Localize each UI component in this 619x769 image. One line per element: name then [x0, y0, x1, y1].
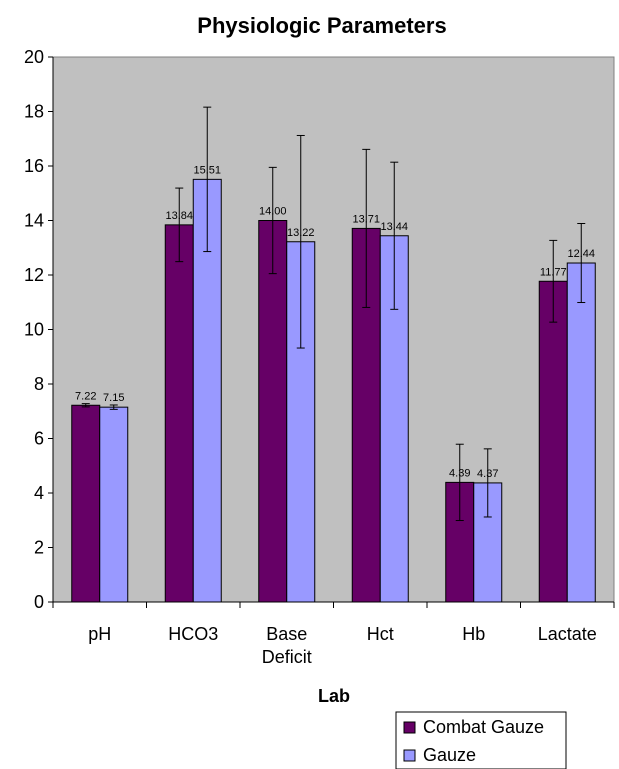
data-label: 14.00 — [259, 206, 287, 218]
y-tick-label: 14 — [24, 211, 44, 231]
bar-gauze — [99, 406, 129, 603]
y-tick-label: 4 — [34, 483, 44, 503]
plot-area — [52, 56, 615, 603]
y-tick-label: 10 — [24, 320, 44, 340]
bar-combat-gauze — [71, 404, 101, 603]
category-labels: pH HCO3 Base Deficit Hct Hb Lactate — [88, 624, 597, 667]
x-category-label: Deficit — [262, 647, 312, 667]
y-tick-label: 6 — [34, 429, 44, 449]
data-label: 7.15 — [103, 392, 124, 404]
data-label: 13.84 — [165, 210, 193, 222]
data-labels: 7.22 13.84 14.00 13.71 4.39 11.77 7.15 15.51 13.… — [75, 164, 595, 480]
bar-combat-gauze — [164, 224, 194, 603]
data-label: 4.39 — [449, 467, 470, 479]
legend-swatch — [403, 749, 416, 762]
x-category-label: Hct — [367, 624, 394, 644]
y-tick-label: 16 — [24, 156, 44, 176]
x-category-label: Lactate — [538, 624, 597, 644]
chart-title: Physiologic Parameters — [197, 13, 446, 38]
data-label: 4.37 — [477, 468, 498, 480]
x-category-label: Base — [266, 624, 307, 644]
legend-swatch — [403, 721, 416, 734]
error-bars — [81, 106, 586, 522]
y-tick-label: 0 — [34, 592, 44, 612]
y-axis: 0 2 4 6 8 10 12 14 16 18 20 — [24, 47, 54, 612]
data-label: 12.44 — [567, 248, 595, 260]
legend-box — [395, 711, 567, 769]
x-category-label: Hb — [462, 624, 485, 644]
y-tick-label: 2 — [34, 538, 44, 558]
data-label: 13.44 — [380, 221, 408, 233]
legend-label: Combat Gauze — [423, 717, 544, 737]
y-tick-label: 12 — [24, 265, 44, 285]
x-axis — [52, 601, 615, 608]
data-label: 7.22 — [75, 390, 96, 402]
x-category-label: pH — [88, 624, 111, 644]
y-tick-label: 8 — [34, 374, 44, 394]
x-axis-title: Lab — [318, 686, 350, 706]
data-label: 13.71 — [352, 213, 380, 225]
y-tick-label: 18 — [24, 102, 44, 122]
data-label: 15.51 — [193, 164, 221, 176]
bar-combat-gauze — [538, 280, 568, 603]
bar-combat-gauze — [258, 220, 288, 603]
data-label: 11.77 — [540, 266, 567, 278]
legend: Combat Gauze Gauze — [395, 711, 567, 769]
bar-gauze — [566, 262, 596, 603]
legend-label: Gauze — [423, 745, 476, 765]
y-tick-label: 20 — [24, 47, 44, 67]
data-label: 13.22 — [287, 227, 315, 239]
x-category-label: HCO3 — [168, 624, 218, 644]
